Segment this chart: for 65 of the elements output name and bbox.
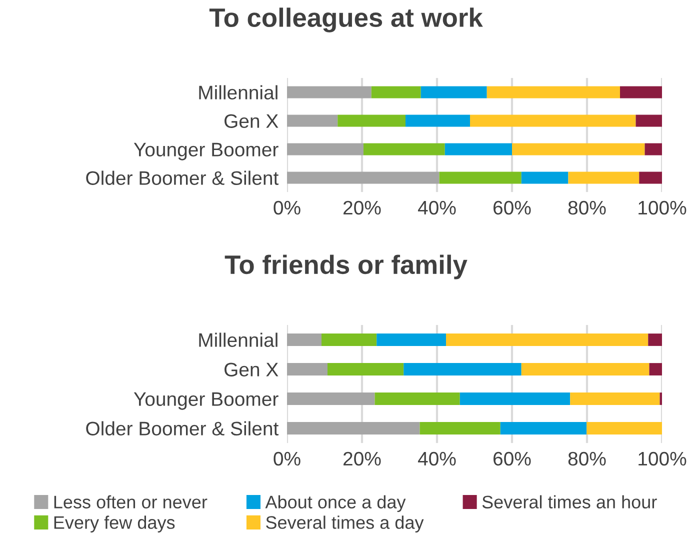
bar xyxy=(338,114,406,127)
x-tick-label: 80% xyxy=(568,200,606,215)
bar xyxy=(374,392,460,405)
x-tick-label: 100% xyxy=(638,200,686,215)
chart-title: To colleagues at work xyxy=(209,8,483,32)
bar xyxy=(322,334,377,346)
bar xyxy=(639,172,662,184)
y-tick-label: Millennial xyxy=(199,332,278,347)
bar xyxy=(287,172,440,184)
bar xyxy=(470,114,636,127)
bar xyxy=(500,422,587,434)
bar xyxy=(371,86,421,98)
legend-label: Several times a day xyxy=(266,516,424,532)
y-tick-label: Gen X xyxy=(224,114,278,128)
bar xyxy=(644,143,662,156)
x-tick-label: 40% xyxy=(418,200,456,215)
bar xyxy=(420,422,500,434)
bar xyxy=(446,334,648,346)
legend-label: About once a day xyxy=(265,495,406,512)
bar xyxy=(404,363,522,376)
bar xyxy=(439,172,522,184)
y-tick-label: Younger Boomer xyxy=(134,142,278,160)
bar xyxy=(460,392,570,405)
bar xyxy=(649,363,662,376)
bar xyxy=(521,172,568,184)
x-tick-label: 60% xyxy=(494,452,531,466)
bar xyxy=(287,392,375,405)
x-tick-label: 0% xyxy=(274,200,300,215)
y-tick-label: Gen X xyxy=(224,362,278,376)
x-tick-label: 20% xyxy=(344,200,381,215)
x-tick-label: 40% xyxy=(418,452,456,466)
bar xyxy=(376,334,446,346)
bar xyxy=(521,363,650,376)
bar xyxy=(648,334,662,346)
bar xyxy=(512,143,645,156)
bar xyxy=(570,392,660,405)
bar xyxy=(636,114,662,127)
bar xyxy=(287,363,328,376)
legend-label: Every few days xyxy=(54,516,175,532)
bar xyxy=(287,422,420,434)
bar xyxy=(486,86,620,98)
x-tick-label: 20% xyxy=(344,452,381,466)
legend-label: Less often or never xyxy=(54,495,208,508)
bar xyxy=(287,143,364,156)
bar xyxy=(420,86,487,98)
x-tick-label: 60% xyxy=(494,200,531,215)
bar xyxy=(406,114,470,127)
y-tick-label: Older Boomer & Silent xyxy=(86,170,279,185)
y-tick-label: Older Boomer & Silent xyxy=(86,421,279,436)
bar xyxy=(568,172,640,184)
x-tick-label: 0% xyxy=(274,452,300,466)
x-tick-label: 80% xyxy=(568,452,606,466)
bar xyxy=(287,334,322,346)
bar xyxy=(287,86,372,98)
bar xyxy=(287,114,338,127)
bar xyxy=(620,86,662,98)
bar xyxy=(444,143,512,156)
y-tick-label: Millennial xyxy=(199,85,278,100)
bar xyxy=(586,422,662,434)
y-tick-label: Younger Boomer xyxy=(134,392,278,410)
bar xyxy=(364,143,445,156)
legend-label: Several times an hour xyxy=(482,495,657,508)
bar xyxy=(328,363,404,376)
x-tick-label: 100% xyxy=(638,452,686,466)
chart-title: To friends or family xyxy=(224,254,468,280)
